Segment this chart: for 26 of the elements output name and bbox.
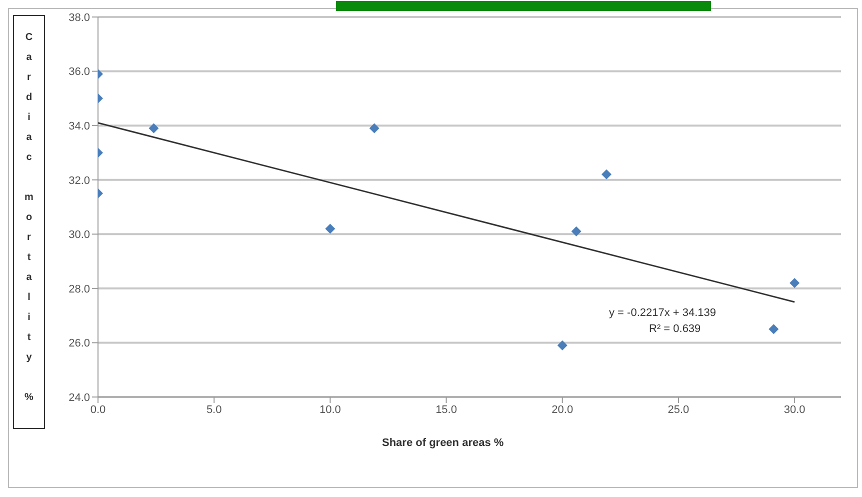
x-tick-label: 15.0 — [436, 404, 457, 416]
y-tick-label: 36.0 — [68, 66, 90, 78]
y-tick-label: 32.0 — [68, 174, 90, 187]
point — [557, 340, 568, 350]
x-tick-label: 20.0 — [552, 404, 574, 416]
x-tick-label: 30.0 — [784, 404, 806, 416]
point — [790, 278, 800, 288]
x-tick-label: 25.0 — [668, 404, 690, 416]
x-tick-label: 5.0 — [206, 404, 222, 416]
annotation: R² = 0.639 — [649, 323, 701, 335]
point — [768, 324, 779, 334]
x-tick-label: 10.0 — [319, 404, 341, 416]
y-tick-label: 28.0 — [68, 283, 90, 296]
y-axis-title: Cardiac mortality % — [24, 32, 34, 412]
point — [601, 169, 612, 180]
y-tick-label: 38.0 — [68, 12, 90, 24]
point — [325, 224, 336, 234]
annotation: y = -0.2217x + 34.139 — [609, 307, 716, 319]
x-axis-title: Share of green areas % — [382, 437, 504, 449]
y-tick-label: 24.0 — [68, 392, 90, 404]
y-tick-label: 26.0 — [68, 338, 90, 350]
point — [369, 123, 380, 134]
y-tick-label: 34.0 — [68, 120, 90, 132]
x-tick-label: 0.0 — [90, 404, 106, 416]
point — [571, 226, 582, 236]
y-tick-label: 30.0 — [68, 229, 90, 242]
